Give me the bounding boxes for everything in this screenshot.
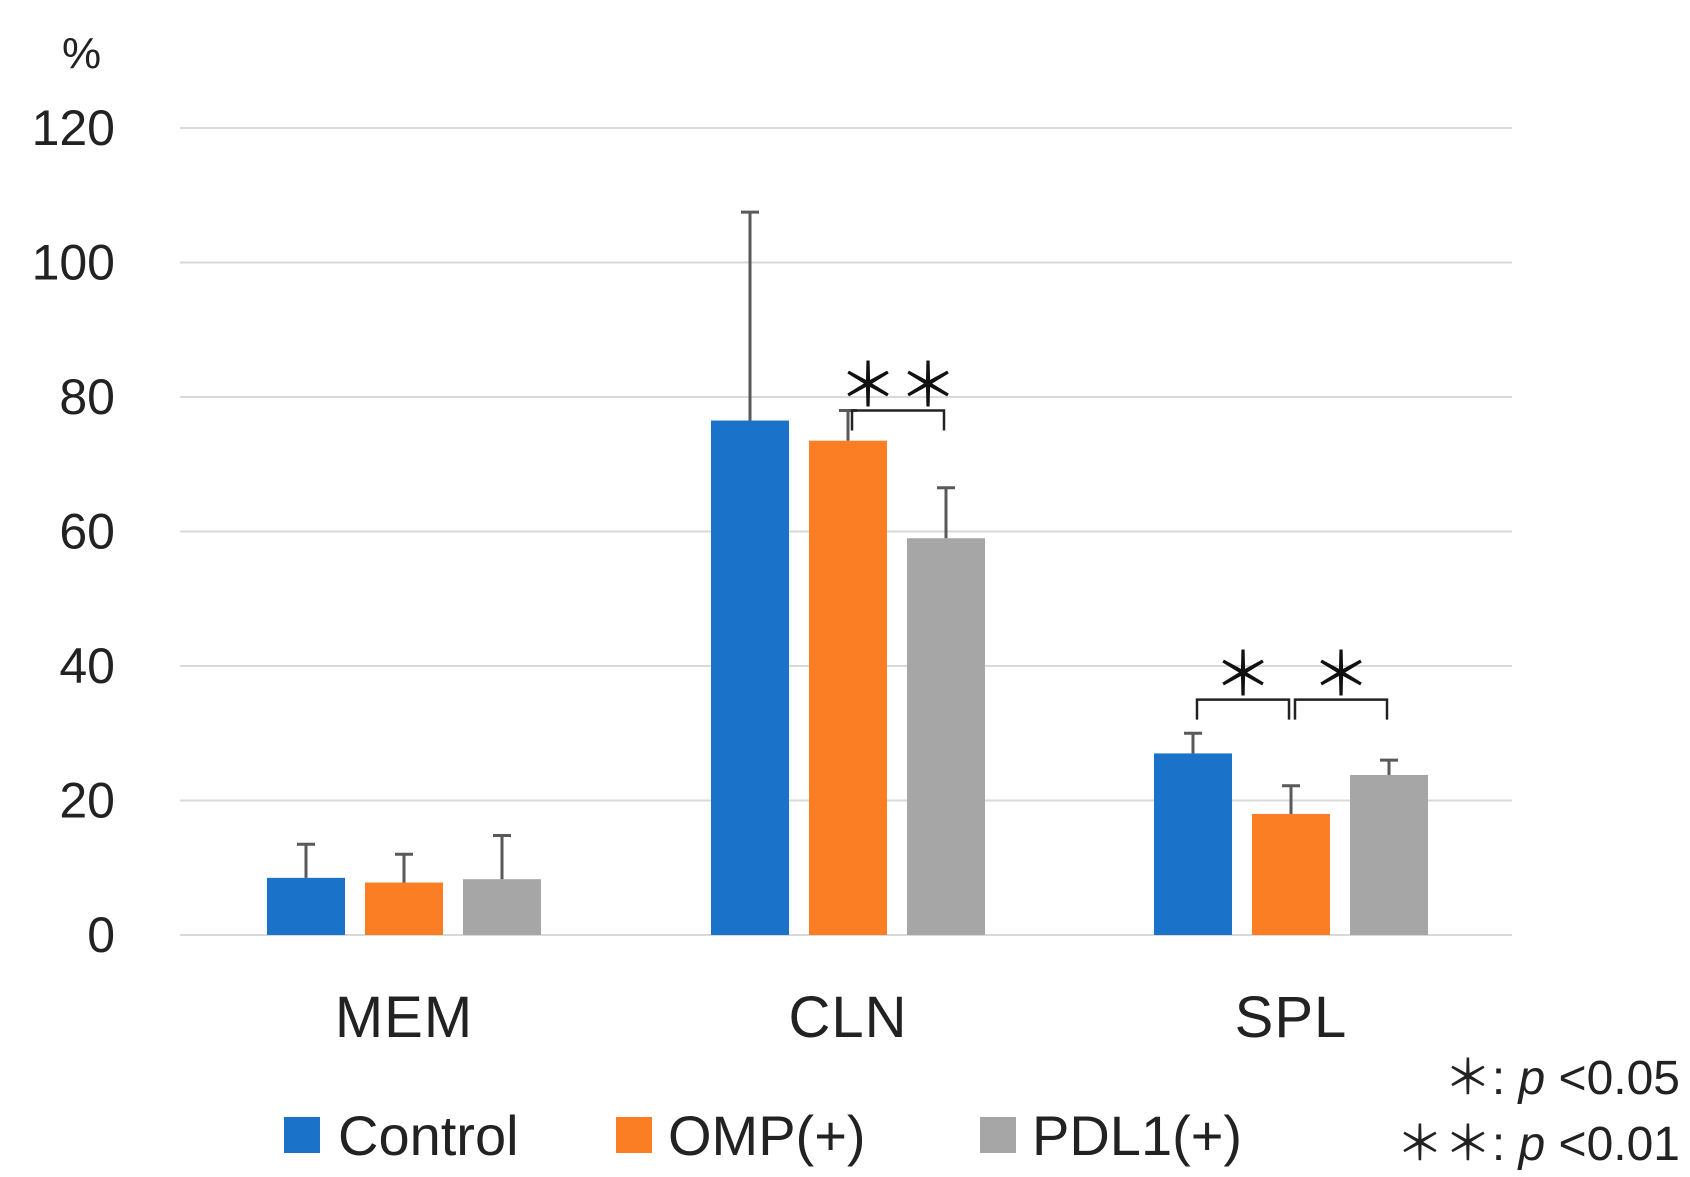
note-p001: ＊＊: p <0.01 [1396,1118,1680,1171]
error-bar-mem-pdl1 [493,833,511,880]
bar-mem-omp [365,882,443,935]
error-bar-spl-control [1184,731,1202,754]
error-bar-spl-pdl1 [1380,758,1398,775]
legend-item-control: Control [284,1104,519,1167]
significance-label: ＊ [1213,642,1273,709]
legend-swatch-pdl1 [980,1117,1016,1153]
legend-swatch-control [284,1117,320,1153]
bar-cln-pdl1 [907,538,985,935]
bar-spl-omp [1252,813,1330,935]
significance-notes: ＊: p <0.05 ＊＊: p <0.01 [1396,1052,1680,1171]
significance-bracket-3: ＊ [1293,642,1389,720]
y-unit-label: % [62,29,101,78]
legend-swatch-omp [616,1117,652,1153]
bar-mem-control [267,877,345,935]
significance-label: ＊＊ [838,352,958,419]
error-bars [297,210,1398,883]
legend-label-omp: OMP(+) [668,1104,866,1167]
error-bar-mem-omp [395,852,413,883]
significance-brackets: ＊＊＊＊ [838,352,1389,720]
significance-label: ＊ [1311,642,1371,709]
error-bar-cln-control [741,210,759,421]
bars [267,420,1428,936]
legend-item-pdl1: PDL1(+) [980,1104,1242,1167]
legend-label-control: Control [338,1104,519,1167]
bar-cln-omp [809,440,887,935]
bracket-line [1195,698,1291,720]
y-tick-0: 0 [87,907,115,963]
category-label-mem: MEM [335,985,473,1050]
x-axis-categories: MEM CLN SPL [335,985,1348,1050]
y-tick-100: 100 [32,235,115,291]
bar-spl-control [1154,753,1232,935]
y-tick-20: 20 [59,773,115,829]
category-label-cln: CLN [788,985,907,1050]
error-bar-spl-omp [1282,784,1300,814]
legend-item-omp: OMP(+) [616,1104,866,1167]
error-bar-mem-control [297,842,315,878]
legend-label-pdl1: PDL1(+) [1032,1104,1242,1167]
y-tick-80: 80 [59,369,115,425]
bar-mem-pdl1 [463,879,541,935]
y-tick-60: 60 [59,504,115,560]
significance-bracket-2: ＊ [1195,642,1291,720]
y-axis-ticks: 0 20 40 60 80 100 120 [32,100,115,963]
bar-cln-control [711,420,789,936]
bracket-line [1293,698,1389,720]
bracket-line [850,409,946,431]
y-tick-40: 40 [59,638,115,694]
legend: Control OMP(+) PDL1(+) [284,1104,1242,1167]
note-p005: ＊: p <0.05 [1444,1052,1680,1105]
bar-spl-pdl1 [1350,774,1428,935]
category-label-spl: SPL [1235,985,1348,1050]
significance-bracket-1: ＊＊ [838,352,958,431]
y-tick-120: 120 [32,100,115,156]
error-bar-cln-pdl1 [937,486,955,539]
